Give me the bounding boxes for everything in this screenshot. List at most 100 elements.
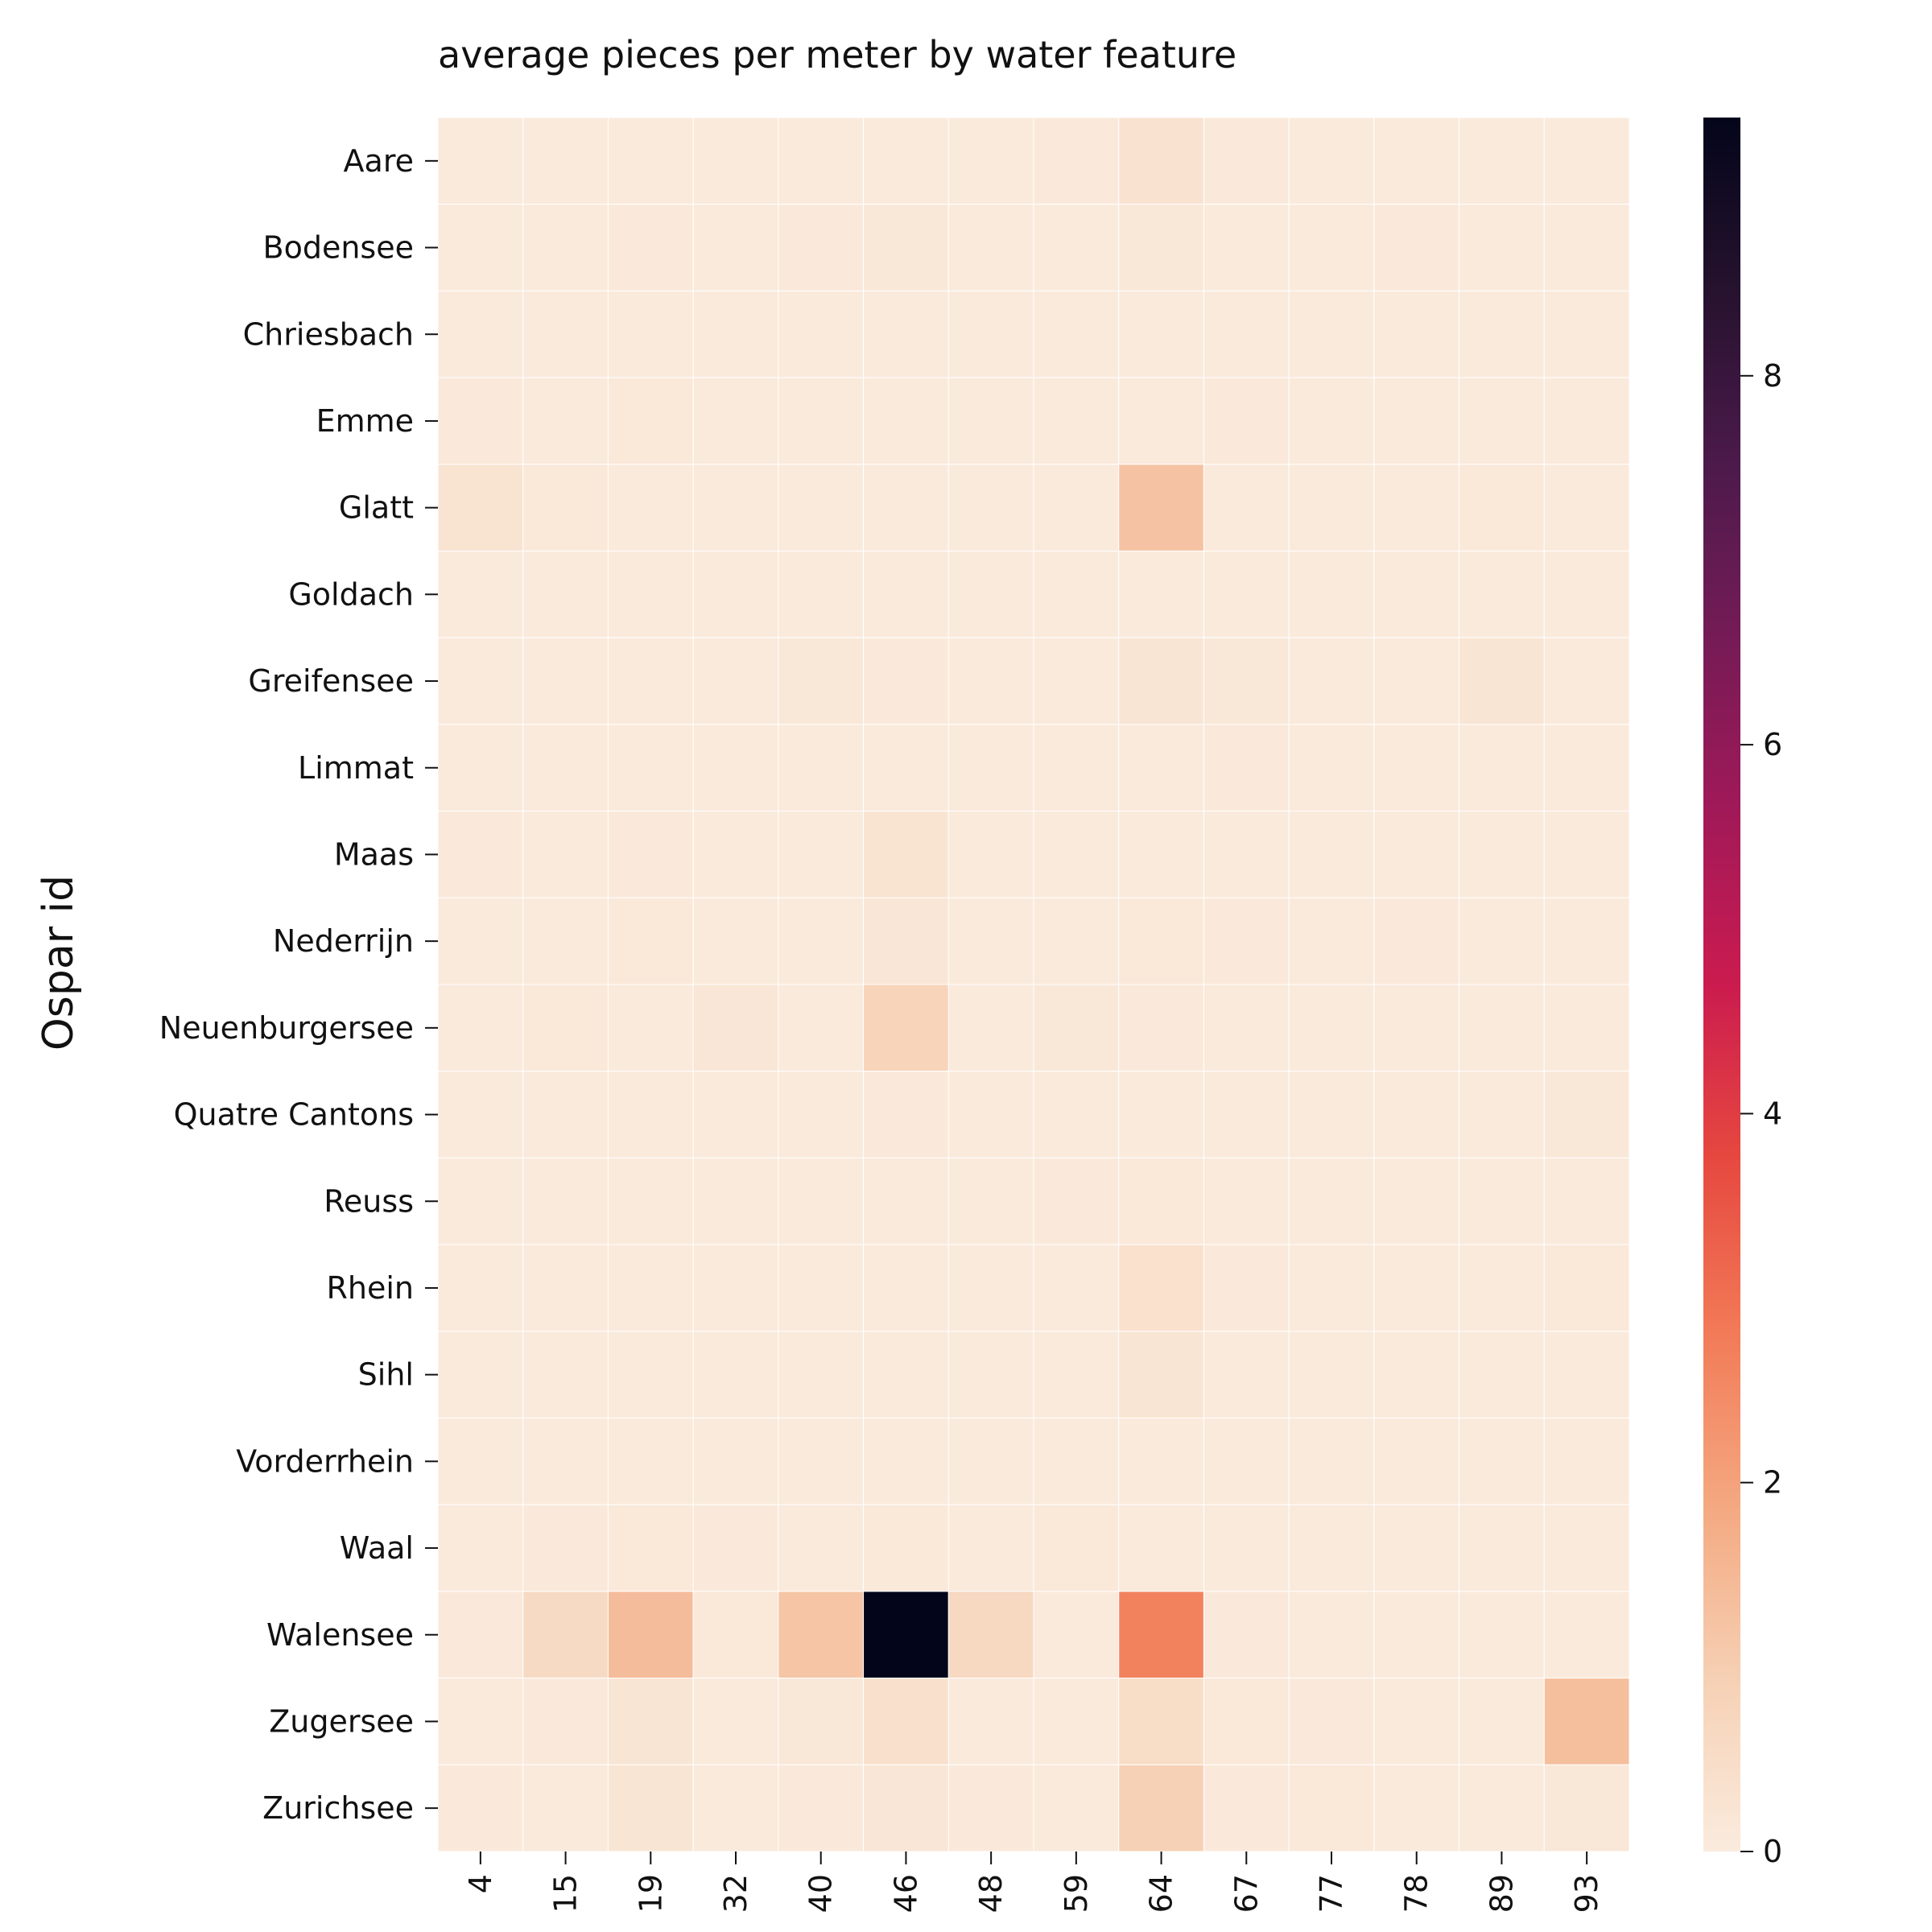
heatmap-cell bbox=[947, 551, 1034, 638]
colorbar-tick-label: 0 bbox=[1763, 1834, 1782, 1869]
heatmap-cell bbox=[1373, 290, 1460, 378]
heatmap-cell bbox=[863, 204, 949, 291]
heatmap-cell bbox=[437, 377, 524, 465]
x-tick-label: 77 bbox=[1314, 1874, 1349, 1913]
heatmap-cell bbox=[1288, 1331, 1375, 1419]
x-tick-label: 46 bbox=[888, 1874, 923, 1913]
x-tick-label: 15 bbox=[548, 1874, 584, 1913]
heatmap-cell bbox=[1288, 897, 1375, 985]
heatmap-cell bbox=[1373, 637, 1460, 725]
heatmap-cell bbox=[778, 1331, 865, 1419]
heatmap-cell bbox=[437, 1157, 524, 1245]
heatmap-cell bbox=[437, 1418, 524, 1505]
y-tick-label: Chriesbach bbox=[243, 316, 414, 352]
heatmap-cell bbox=[778, 117, 865, 205]
heatmap-cell bbox=[863, 1678, 949, 1765]
heatmap-cell bbox=[692, 290, 779, 378]
y-tick-label: Walensee bbox=[266, 1617, 414, 1653]
heatmap-cell bbox=[607, 464, 694, 551]
heatmap-cell bbox=[1543, 117, 1630, 205]
heatmap-cell bbox=[947, 811, 1034, 898]
x-tick-label: 4 bbox=[463, 1874, 498, 1893]
heatmap-cell bbox=[1118, 1244, 1204, 1332]
heatmap-cell bbox=[778, 377, 865, 465]
y-tick-label: Rhein bbox=[326, 1270, 414, 1306]
heatmap-cell bbox=[1543, 811, 1630, 898]
heatmap-cell bbox=[522, 1591, 609, 1679]
colorbar bbox=[1703, 118, 1740, 1852]
heatmap-cell bbox=[1203, 1591, 1290, 1679]
heatmap-cell bbox=[1288, 984, 1375, 1072]
heatmap-cell bbox=[607, 1071, 694, 1158]
heatmap-cell bbox=[1203, 117, 1290, 205]
heatmap-cell bbox=[1373, 1764, 1460, 1852]
heatmap-cell bbox=[607, 1157, 694, 1245]
heatmap-cell bbox=[1288, 377, 1375, 465]
heatmap-cell bbox=[522, 811, 609, 898]
heatmap-cell bbox=[1203, 984, 1290, 1072]
heatmap-cell bbox=[778, 1504, 865, 1592]
heatmap-cell bbox=[1118, 811, 1204, 898]
heatmap-cell bbox=[1373, 117, 1460, 205]
heatmap-cell bbox=[1203, 1331, 1290, 1419]
heatmap-cell bbox=[522, 1157, 609, 1245]
heatmap-cell bbox=[1033, 551, 1120, 638]
heatmap-cell bbox=[1118, 1591, 1204, 1679]
heatmap-cell bbox=[437, 1504, 524, 1592]
heatmap-cell bbox=[1543, 204, 1630, 291]
x-tick-label: 67 bbox=[1228, 1874, 1264, 1913]
heatmap-cell bbox=[1033, 811, 1120, 898]
heatmap-cell bbox=[778, 551, 865, 638]
heatmap-cell bbox=[1543, 1764, 1630, 1852]
heatmap-cell bbox=[437, 117, 524, 205]
heatmap-cell bbox=[692, 1678, 779, 1765]
heatmap-cell bbox=[692, 811, 779, 898]
heatmap-cell bbox=[1459, 551, 1545, 638]
heatmap-cell bbox=[607, 897, 694, 985]
heatmap-cell bbox=[863, 551, 949, 638]
heatmap-cell bbox=[1543, 290, 1630, 378]
heatmap-cell bbox=[1288, 1764, 1375, 1852]
heatmap-cell bbox=[437, 637, 524, 725]
heatmap-cell bbox=[607, 724, 694, 812]
heatmap-cell bbox=[1118, 1071, 1204, 1158]
heatmap-cell bbox=[863, 1764, 949, 1852]
heatmap-cell bbox=[692, 464, 779, 551]
heatmap-cell bbox=[1203, 551, 1290, 638]
heatmap-cell bbox=[1373, 204, 1460, 291]
heatmap-cell bbox=[1459, 1504, 1545, 1592]
heatmap-cell bbox=[1373, 897, 1460, 985]
heatmap-cell bbox=[1543, 637, 1630, 725]
heatmap-cell bbox=[1288, 637, 1375, 725]
heatmap-cell bbox=[1543, 984, 1630, 1072]
heatmap-cell bbox=[778, 290, 865, 378]
heatmap-cell bbox=[947, 1591, 1034, 1679]
heatmap-cell bbox=[947, 204, 1034, 291]
heatmap-cell bbox=[522, 637, 609, 725]
x-tick-label: 32 bbox=[718, 1874, 753, 1913]
heatmap-cell bbox=[437, 1591, 524, 1679]
heatmap-cell bbox=[607, 1418, 694, 1505]
heatmap-cell bbox=[607, 1244, 694, 1332]
heatmap-cell bbox=[437, 811, 524, 898]
heatmap-cell bbox=[863, 1157, 949, 1245]
heatmap-cell bbox=[1118, 1157, 1204, 1245]
heatmap-cell bbox=[1459, 637, 1545, 725]
heatmap-cell bbox=[1543, 724, 1630, 812]
heatmap-cell bbox=[1033, 984, 1120, 1072]
heatmap-cell bbox=[1033, 724, 1120, 812]
heatmap-cell bbox=[863, 1591, 949, 1679]
heatmap-cell bbox=[607, 1591, 694, 1679]
heatmap-cell bbox=[947, 637, 1034, 725]
heatmap-cell bbox=[947, 1678, 1034, 1765]
heatmap-cell bbox=[947, 1331, 1034, 1419]
heatmap-cell bbox=[947, 290, 1034, 378]
y-tick-label: Quatre Cantons bbox=[174, 1097, 414, 1133]
heatmap-cell bbox=[607, 117, 694, 205]
heatmap-cell bbox=[692, 897, 779, 985]
heatmap-cell bbox=[1203, 1418, 1290, 1505]
heatmap-cell bbox=[1203, 464, 1290, 551]
heatmap-cell bbox=[692, 1331, 779, 1419]
heatmap-cell bbox=[607, 1331, 694, 1419]
heatmap-cell bbox=[1543, 1157, 1630, 1245]
